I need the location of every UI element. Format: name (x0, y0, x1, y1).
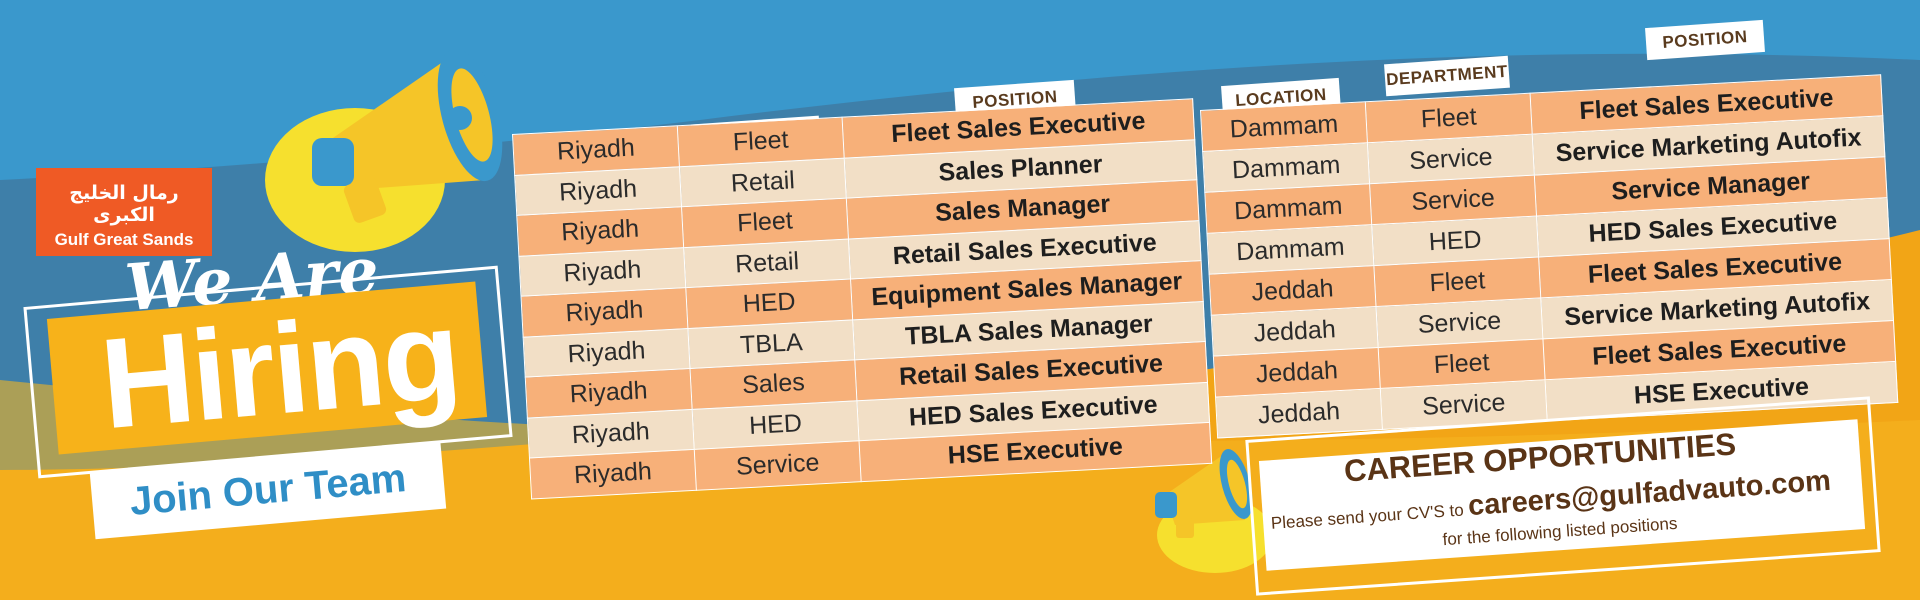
logo-arabic-text: رمال الخليج الكبرى (69, 182, 179, 226)
megaphone-icon (312, 48, 503, 223)
cell-location: Jeddah (1215, 388, 1383, 439)
megaphone-icon (1155, 449, 1253, 538)
cell-department: Service (694, 440, 862, 490)
positions-table-left: Riyadh Fleet Fleet Sales Executive Riyadh Re… (512, 98, 1212, 499)
cell-location: Riyadh (529, 449, 697, 499)
company-logo: رمال الخليج الكبرى Gulf Great Sands (36, 168, 212, 256)
positions-table-right: Dammam Fleet Fleet Sales Executive Dammam Se… (1200, 74, 1898, 439)
logo-english-text: Gulf Great Sands (54, 230, 194, 249)
